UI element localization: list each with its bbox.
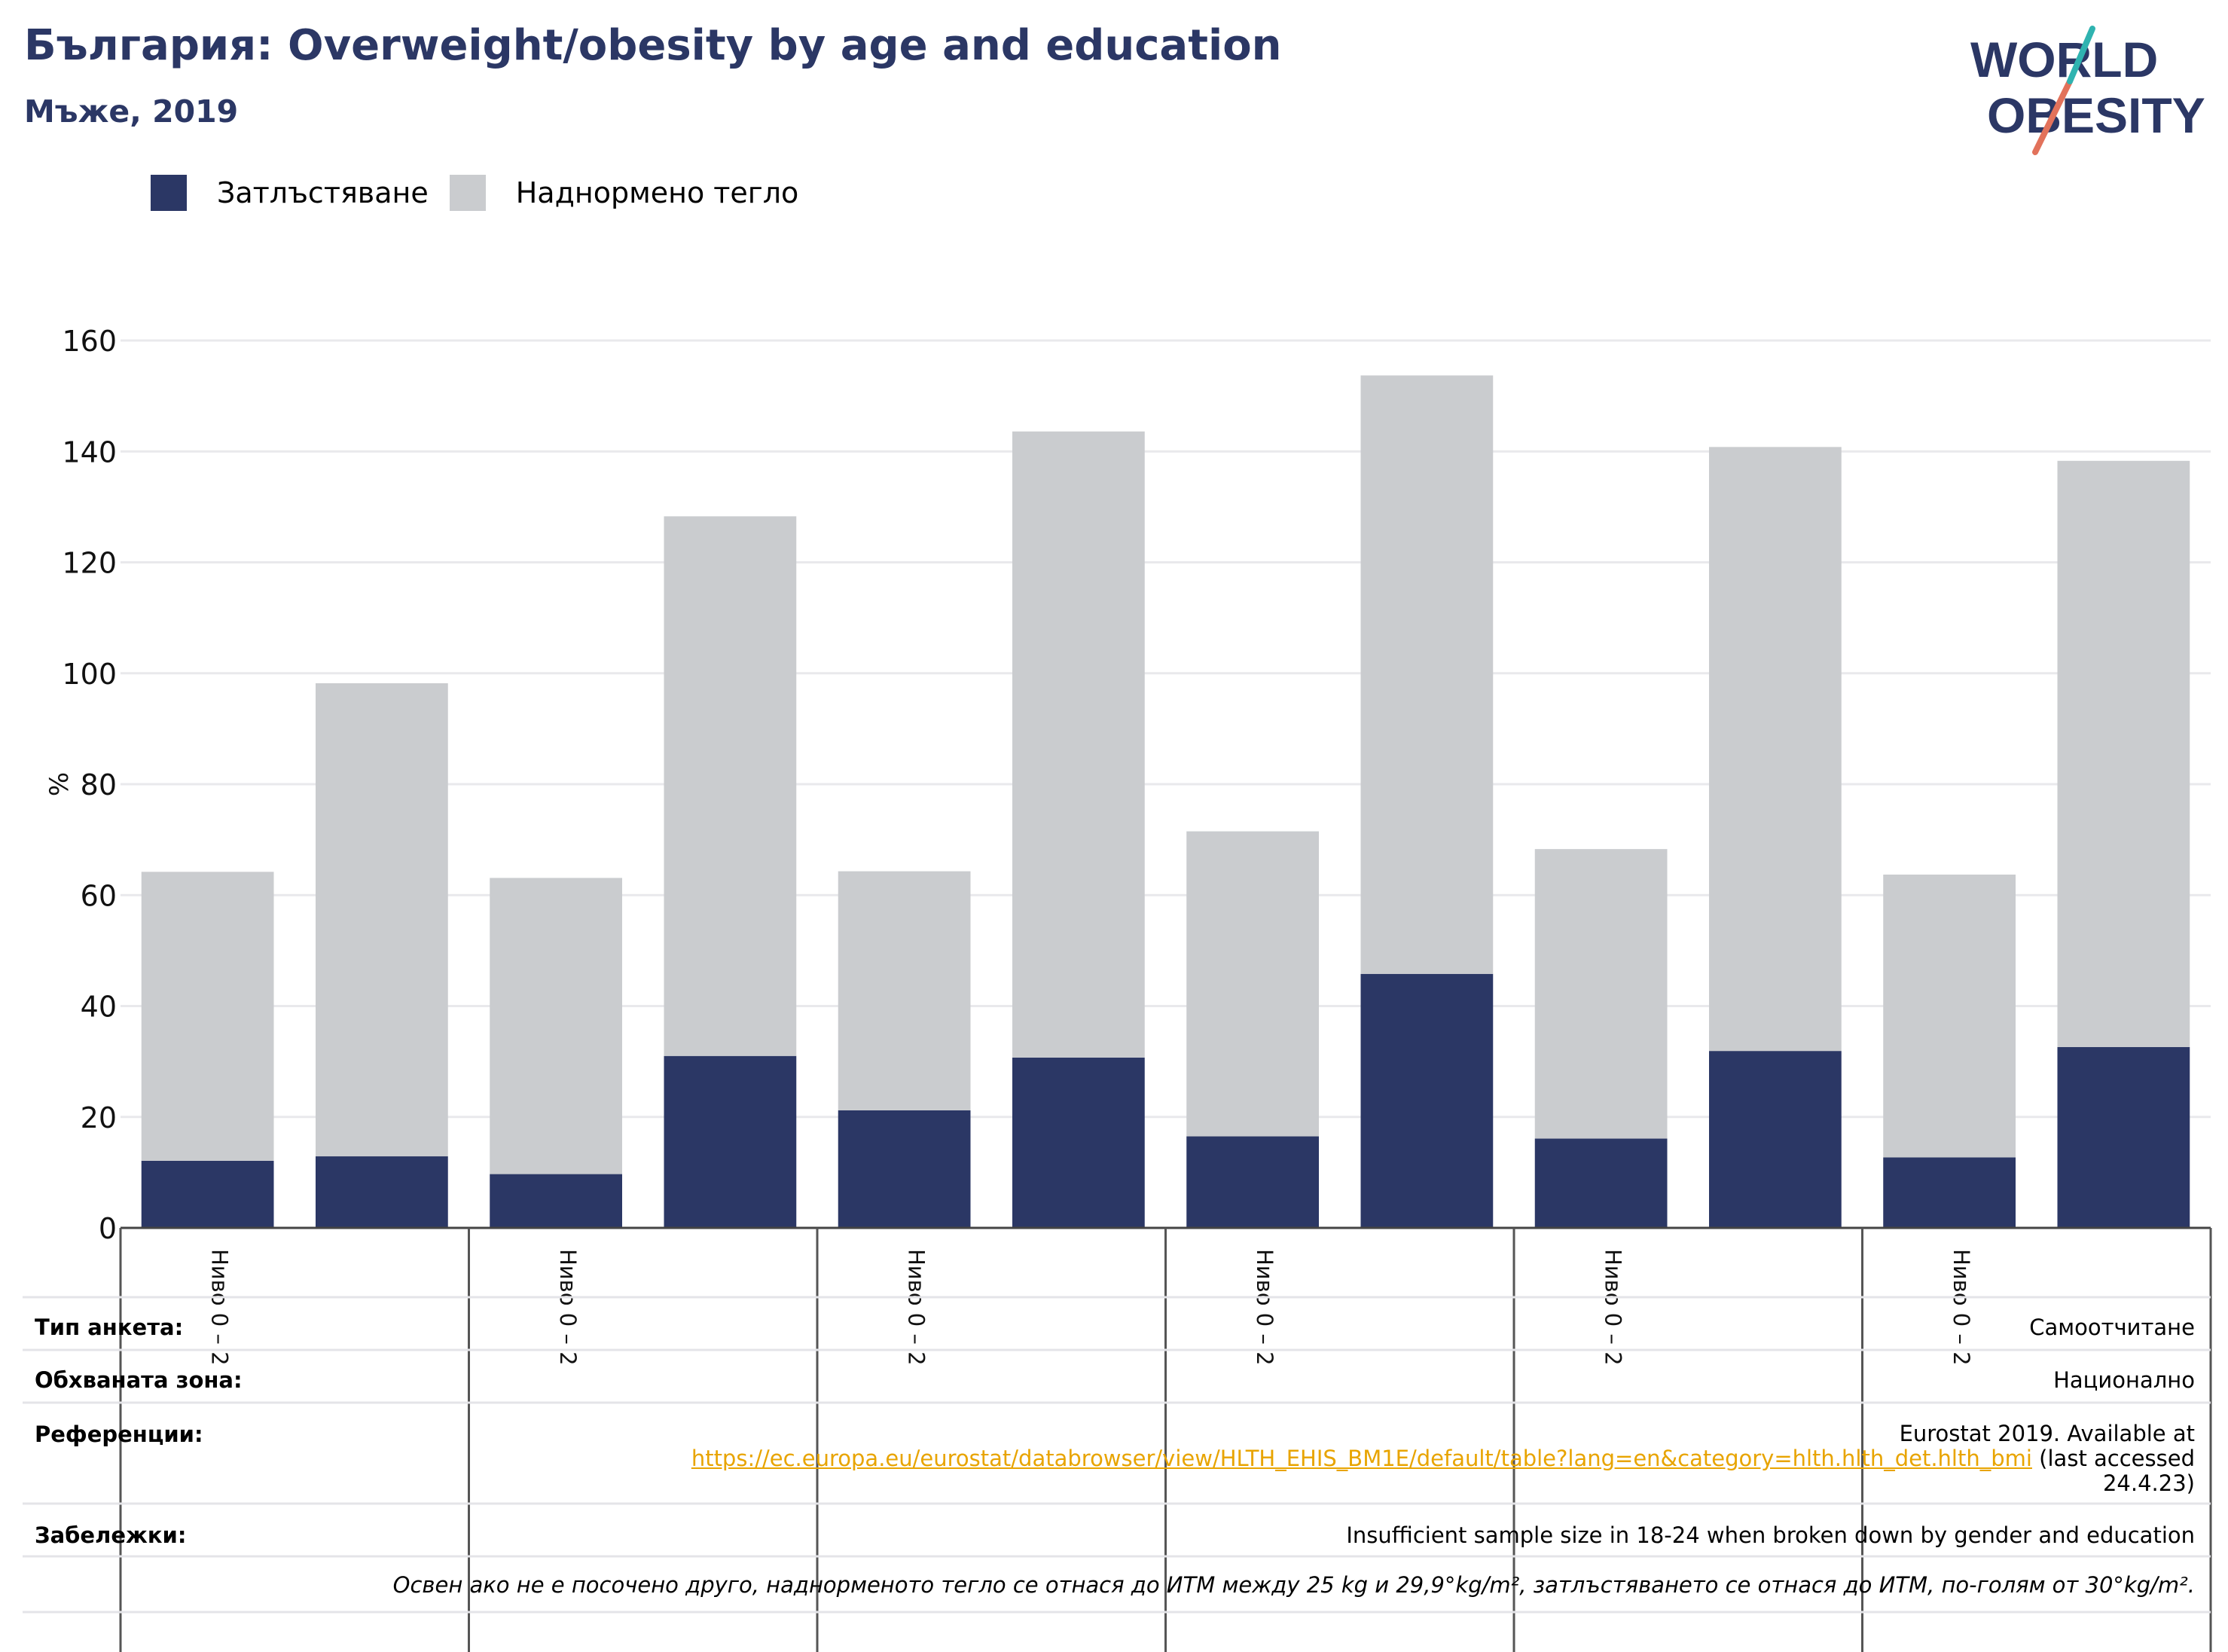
references-link[interactable]: https://ec.europa.eu/eurostat/databrowse… [691,1446,2032,1471]
legend-item-overweight: Наднормено тегло [449,175,799,211]
references-date: 24.4.23) [2102,1470,2195,1496]
references-suffix: (last accessed [2031,1446,2195,1471]
legend-label-overweight: Наднормено тегло [515,176,799,209]
bar-obesity [1883,1157,2016,1228]
chart-subtitle: Мъже, 2019 [24,93,239,130]
y-tick-label: 140 [62,435,117,469]
bar-obesity [1012,1057,1145,1228]
x-tick-label: Ниво 0 – 2 [555,1249,581,1366]
logo-word-obesity: OBESITY [1987,87,2205,143]
bar-overweight [1709,447,1842,1052]
area-covered-value: Национално [2053,1367,2195,1393]
bar-obesity [316,1156,448,1228]
legend-swatch-overweight [449,175,486,211]
bar-obesity [2057,1046,2190,1228]
x-tick-label: Ниво 0 – 2 [1949,1249,1974,1366]
references-value: Eurostat 2019. Available at https://ec.e… [691,1421,2195,1496]
references-source: Eurostat 2019. Available at [1899,1421,2195,1446]
bar-overweight [664,516,797,1056]
bar-overweight [838,871,971,1110]
bar-overweight [490,878,622,1174]
y-tick-label: 20 [81,1101,117,1134]
bar-obesity [1709,1051,1842,1228]
chart-legend: Затлъстяване Наднормено тегло [151,172,819,214]
bar-overweight [141,872,274,1161]
footnote: Освен ако не е посочено друго, наднормен… [392,1572,2195,1598]
legend-label-obesity: Затлъстяване [217,176,429,209]
logo-word-world: WORLD [1970,32,2158,87]
x-tick-label: Ниво 0 – 2 [1601,1249,1626,1366]
y-tick-label: 120 [62,547,117,580]
bar-obesity [838,1110,971,1228]
bar-obesity [1534,1138,1668,1228]
y-tick-label: 60 [81,879,117,912]
bar-obesity [1186,1136,1319,1228]
references-link-line: https://ec.europa.eu/eurostat/databrowse… [691,1446,2195,1471]
bar-overweight [1534,849,1668,1139]
bar-obesity [141,1160,274,1228]
references-label: Референции: [35,1421,203,1447]
x-tick-label: Ниво 0 – 2 [207,1249,233,1366]
y-tick-label: 160 [62,325,117,358]
x-tick-label: Ниво 0 – 2 [904,1249,929,1366]
chart-title: България: Overweight/obesity by age and … [24,21,1282,70]
world-obesity-logo: WORLD OBESITY [1970,26,2205,155]
bar-obesity [664,1055,797,1228]
bar-obesity [490,1174,622,1228]
bar-overweight [1186,831,1319,1137]
legend-swatch-obesity [151,175,187,211]
y-tick-label: 100 [62,658,117,691]
y-axis-label: % [44,772,75,796]
bar-overweight [316,683,448,1157]
bar-obesity [1360,973,1494,1228]
survey-type-value: Самоотчитане [2029,1315,2195,1340]
y-tick-label: 80 [81,768,117,802]
y-tick-label: 0 [99,1212,117,1245]
bar-overweight [1360,375,1494,974]
x-tick-label: Ниво 0 – 2 [1252,1249,1277,1366]
bar-overweight [2057,460,2190,1047]
y-tick-label: 40 [81,991,117,1024]
bar-overweight [1012,431,1145,1058]
area-covered-label: Обхваната зона: [35,1367,243,1393]
notes-label: Забележки: [35,1522,187,1548]
survey-type-label: Тип анкета: [35,1315,184,1340]
notes-value: Insufficient sample size in 18-24 when b… [1346,1522,2195,1548]
legend-item-obesity: Затлъстяване [151,175,429,211]
bar-overweight [1883,875,2016,1158]
